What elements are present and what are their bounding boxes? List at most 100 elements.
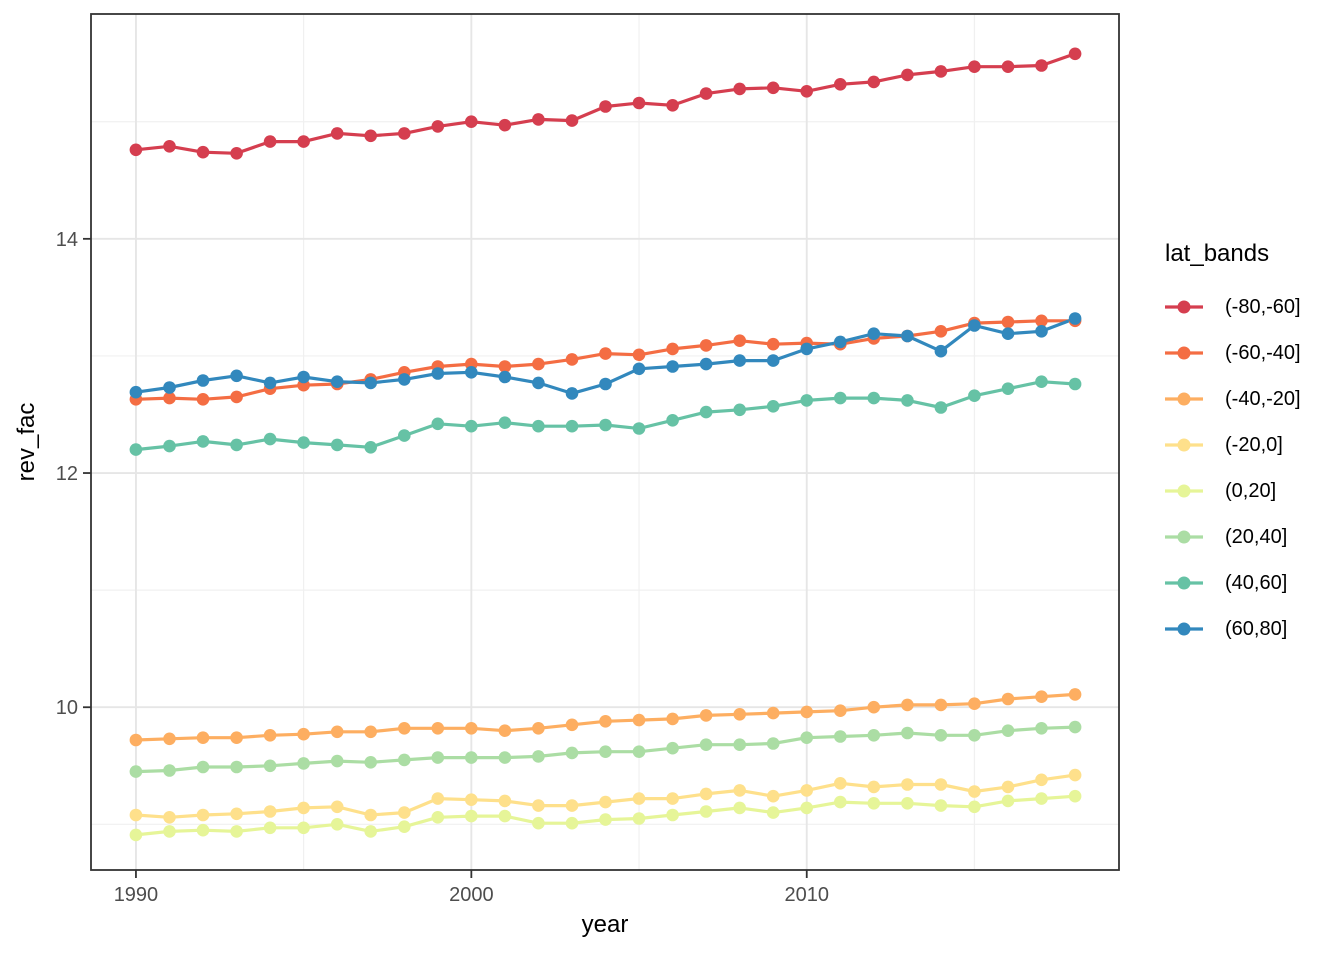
data-point xyxy=(867,729,881,742)
data-point xyxy=(968,800,981,814)
data-point xyxy=(1068,688,1082,701)
data-point xyxy=(532,816,545,830)
data-point xyxy=(733,403,746,417)
y-tick-label: 10 xyxy=(56,697,78,719)
data-point xyxy=(498,794,512,808)
data-point xyxy=(230,390,243,404)
data-point xyxy=(1035,690,1048,703)
x-tick-label: 2010 xyxy=(784,884,829,906)
data-point xyxy=(934,799,948,812)
data-point xyxy=(632,812,646,825)
data-point xyxy=(263,135,277,148)
data-point xyxy=(699,339,713,352)
x-tick-label: 2000 xyxy=(449,884,494,906)
data-point xyxy=(263,729,277,742)
x-tick-label: 1990 xyxy=(114,884,159,906)
legend-entry-label: (-60,-40] xyxy=(1225,341,1301,364)
data-point xyxy=(263,376,277,390)
data-point xyxy=(834,777,847,790)
data-point xyxy=(465,809,478,823)
data-point xyxy=(364,129,378,143)
data-point xyxy=(632,745,646,758)
data-point xyxy=(129,808,143,822)
data-point xyxy=(498,370,512,384)
legend-entry-label: (-40,-20] xyxy=(1225,387,1301,410)
data-point xyxy=(800,85,813,98)
data-point xyxy=(934,698,948,712)
data-point xyxy=(532,750,545,763)
data-point xyxy=(733,354,746,367)
data-point xyxy=(699,709,713,722)
data-point xyxy=(196,374,210,387)
data-point xyxy=(364,725,378,739)
data-point xyxy=(800,705,813,719)
data-point xyxy=(398,820,411,833)
data-point xyxy=(766,706,780,720)
data-point xyxy=(901,698,914,712)
legend-key-icon xyxy=(1165,576,1203,590)
data-point xyxy=(1001,315,1015,329)
legend-entry-label: (-80,-60] xyxy=(1225,295,1301,318)
data-point xyxy=(565,718,579,732)
data-point xyxy=(163,732,176,746)
data-point xyxy=(699,405,713,419)
data-point xyxy=(1035,314,1048,328)
data-point xyxy=(733,738,746,751)
data-point xyxy=(330,800,344,814)
data-point xyxy=(599,813,612,826)
data-point xyxy=(196,393,210,406)
data-point xyxy=(1035,325,1048,338)
data-point xyxy=(733,784,746,797)
data-point xyxy=(532,357,545,371)
data-point xyxy=(163,391,176,405)
data-point xyxy=(398,753,411,767)
data-point xyxy=(867,75,881,89)
legend-key-point xyxy=(1177,346,1191,360)
data-point xyxy=(263,821,277,835)
data-point xyxy=(129,765,143,778)
data-point xyxy=(934,325,948,338)
data-point xyxy=(666,342,679,356)
data-point xyxy=(330,818,344,831)
data-point xyxy=(498,360,512,373)
data-point xyxy=(934,401,948,414)
data-point xyxy=(532,376,545,390)
data-point xyxy=(297,757,310,770)
data-point xyxy=(465,722,478,735)
data-point xyxy=(834,795,847,809)
data-point xyxy=(766,806,780,819)
data-point xyxy=(532,722,545,735)
legend-entry: (-80,-60] xyxy=(1165,284,1301,330)
data-point xyxy=(431,751,445,764)
data-point xyxy=(297,436,310,449)
data-point xyxy=(230,760,243,774)
data-point xyxy=(532,113,545,126)
data-point xyxy=(834,704,847,717)
data-point xyxy=(599,100,612,113)
legend-key-point xyxy=(1177,530,1191,544)
data-point xyxy=(498,724,512,737)
legend-key-icon xyxy=(1165,530,1203,544)
legend-entries: (-80,-60] (-60,-40] (-40,-20] (-20,0] (0,20]… xyxy=(1165,284,1301,652)
legend-key-point xyxy=(1177,622,1191,636)
data-point xyxy=(196,731,210,744)
legend-entry-label: (40,60] xyxy=(1225,571,1288,594)
data-point xyxy=(297,801,310,815)
data-point xyxy=(632,96,646,110)
data-point xyxy=(230,825,243,838)
data-point xyxy=(834,335,847,349)
data-point xyxy=(163,811,176,824)
data-point xyxy=(398,373,411,386)
data-point xyxy=(666,99,679,112)
data-point xyxy=(532,799,545,812)
data-point xyxy=(431,367,445,380)
legend-key-point xyxy=(1177,438,1191,452)
legend-entry: (-20,0] xyxy=(1165,422,1301,468)
data-point xyxy=(565,746,579,760)
legend-entry-label: (-20,0] xyxy=(1225,433,1283,456)
legend-key-icon xyxy=(1165,622,1203,636)
data-point xyxy=(800,394,813,407)
data-point xyxy=(465,793,478,806)
data-point xyxy=(398,722,411,735)
data-point xyxy=(867,391,881,405)
